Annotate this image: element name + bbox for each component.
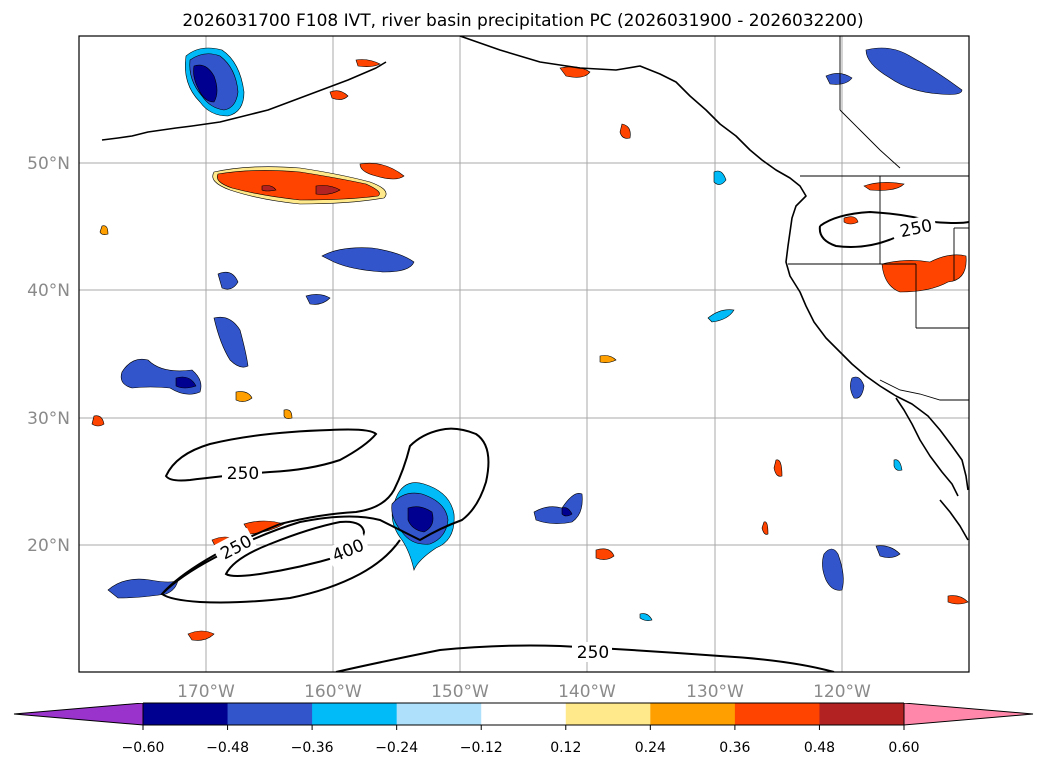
blob-orange-4 [329,90,349,100]
political-borders [788,36,969,401]
ivt-contour-250-c [335,644,835,672]
blob-blue-43n [321,247,415,273]
colorbar-tick-label: −0.24 [375,740,418,756]
blob-orange-6 [235,391,253,402]
blob-alaska-negative [865,47,963,95]
lat-label-50n: 50°N [27,154,70,174]
colorbar: −0.60 −0.48 −0.36 −0.24 −0.12 0.12 0.24 0.36 0.4… [13,702,1034,756]
colorbar-tick-label: 0.36 [719,740,750,756]
precip-pc-fill [91,47,969,641]
colorbar-tick-label: 0.12 [550,740,581,756]
colorbar-swatch [650,703,736,725]
ivt-contour-400 [224,520,366,577]
blob-blue-41n [217,271,239,290]
blob-blue-22n-mid [533,493,583,524]
ivt-contour-250-d [818,210,969,248]
colorbar-tick-label: −0.48 [206,740,249,756]
colorbar-swatch [227,703,313,725]
west-coast-north-america [459,36,969,491]
lat-label-40n: 40°N [27,281,70,301]
colorbar-tick-label: 0.24 [635,740,666,756]
mexico-coast [939,499,969,541]
contour-label-250-c: 250 [577,643,609,663]
lon-label-170w: 170°W [177,682,235,702]
blob-orange-2 [359,162,405,180]
blob-north-pacific-positive [212,166,387,205]
colorbar-extend-max [904,703,1033,725]
blob-bering-negative [185,47,245,117]
lon-label-150w: 150°W [431,682,489,702]
lon-label-120w: 120°W [813,682,871,702]
lon-label-130w: 130°W [686,682,744,702]
lat-label-20n: 20°N [27,536,70,556]
colorbar-swatch [819,703,905,725]
colorbar-tick-label: −0.36 [291,740,334,756]
lon-label-140w: 140°W [558,682,616,702]
blob-orange-3 [355,59,381,67]
colorbar-swatch [143,703,229,725]
colorbar-swatches [14,703,1033,725]
baja-california [895,397,959,497]
contour-label-250-a: 250 [227,464,259,484]
latitude-labels: 50°N 40°N 30°N 20°N [27,154,70,556]
blob-orange-7 [91,415,105,427]
colorbar-tick-label: 0.60 [888,740,919,756]
blob-blue-38n [305,294,331,305]
blob-blue-coast-18n [822,548,844,591]
colorbar-swatch [481,703,567,725]
figure-title: 2026031700 F108 IVT, river basin precipi… [182,11,863,31]
aleutians [101,61,387,141]
ivt-contours [160,210,969,672]
longitude-labels: 170°W 160°W 150°W 140°W 130°W 120°W [177,682,871,702]
colorbar-ticks: −0.60 −0.48 −0.36 −0.24 −0.12 0.12 0.24 0.36 0.4… [122,725,920,756]
colorbar-swatch [734,703,820,725]
blob-alaska-small [825,73,853,85]
colorbar-extend-min [14,703,143,725]
lon-label-160w: 160°W [304,682,362,702]
colorbar-swatch [396,703,482,725]
colorbar-outline [13,702,1034,726]
ivt-contour-250-a [164,428,378,482]
coastlines [101,36,969,541]
colorbar-tick-label: 0.48 [804,740,835,756]
ivt-contour-250-b [160,427,490,604]
colorbar-swatch [312,703,398,725]
border-us-mexico [879,379,969,401]
blob-blue-35n [213,316,249,368]
colorbar-swatch [565,703,651,725]
colorbar-tick-label: −0.12 [460,740,503,756]
plot-frame [78,35,970,673]
blob-hawaii-negative [391,482,455,572]
colorbar-tick-label: −0.60 [122,740,165,756]
map-layers: 250 250 400 250 250 [79,36,969,672]
lat-label-30n: 30°N [27,409,70,429]
blob-orange-8 [283,409,293,419]
